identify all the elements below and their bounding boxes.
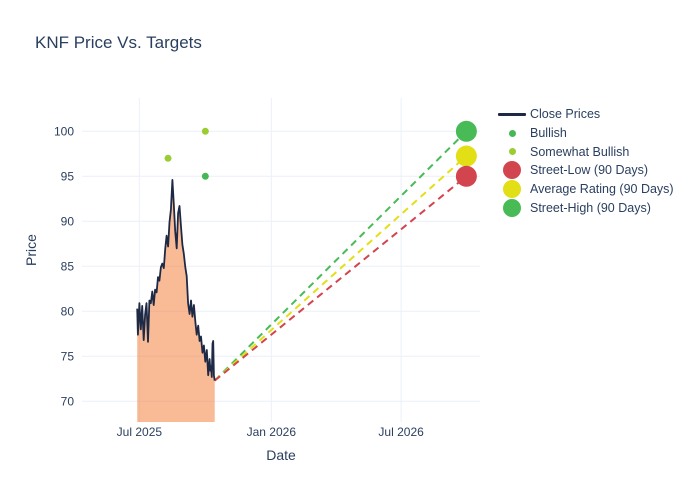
legend-swatch-box [494, 161, 530, 180]
y-tick-label: 80 [61, 304, 75, 318]
legend-swatch-box [494, 180, 530, 199]
target-marker-street-high-90-days[interactable] [455, 120, 477, 142]
legend: Close Prices Bullish Somewhat Bullish Stree… [494, 105, 674, 217]
target-line-average-rating-90-days[interactable] [214, 155, 468, 382]
target-marker-street-low-90-days[interactable] [455, 165, 477, 187]
rating-dot-somewhat-bullish[interactable] [164, 154, 172, 162]
close-price-line[interactable] [136, 179, 216, 381]
somewhat-bullish-legend-marker-icon [508, 148, 516, 156]
legend-item-label: Street-High (90 Days) [530, 200, 651, 215]
x-axis-title: Date [266, 447, 296, 463]
legend-item-somewhat-bullish[interactable]: Somewhat Bullish [494, 142, 674, 161]
legend-item-label: Street-Low (90 Days) [530, 163, 649, 178]
legend-item-close-prices[interactable]: Close Prices [494, 105, 674, 124]
legend-swatch-box [494, 198, 530, 217]
x-tick-label: Jul 2026 [378, 425, 424, 439]
y-tick-label: 75 [61, 349, 75, 363]
y-tick-label: 70 [61, 394, 75, 408]
street-low-90-days-legend-marker-icon [503, 161, 521, 180]
rating-dot-somewhat-bullish[interactable] [201, 127, 209, 135]
x-tick-label: Jan 2026 [247, 425, 297, 439]
average-rating-90-days-legend-marker-icon [503, 180, 521, 199]
legend-item-label: Bullish [530, 126, 567, 141]
close-prices-legend-marker-icon [498, 113, 526, 116]
rating-dot-bullish[interactable] [201, 172, 209, 180]
legend-item-bullish[interactable]: Bullish [494, 124, 674, 143]
chart-title: KNF Price Vs. Targets [35, 33, 202, 52]
target-marker-average-rating-90-days[interactable] [455, 145, 477, 167]
price-area-fill [137, 179, 215, 422]
y-tick-label: 95 [61, 169, 75, 183]
target-line-street-high-90-days[interactable] [213, 130, 468, 382]
target-line-street-low-90-days[interactable] [214, 175, 468, 382]
legend-item-average-rating-90-days[interactable]: Average Rating (90 Days) [494, 180, 674, 199]
legend-swatch-box [494, 113, 530, 116]
y-tick-label: 100 [54, 124, 74, 138]
legend-item-street-low-90-days[interactable]: Street-Low (90 Days) [494, 161, 674, 180]
legend-swatch-box [494, 129, 530, 137]
bullish-legend-marker-icon [508, 129, 516, 137]
legend-item-label: Somewhat Bullish [530, 144, 630, 159]
legend-item-label: Average Rating (90 Days) [530, 182, 674, 197]
y-tick-label: 85 [61, 259, 75, 273]
legend-item-label: Close Prices [530, 107, 601, 122]
x-tick-label: Jul 2025 [117, 425, 163, 439]
legend-swatch-box [494, 148, 530, 156]
legend-item-street-high-90-days[interactable]: Street-High (90 Days) [494, 198, 674, 217]
y-tick-label: 90 [61, 214, 75, 228]
street-high-90-days-legend-marker-icon [503, 198, 521, 217]
